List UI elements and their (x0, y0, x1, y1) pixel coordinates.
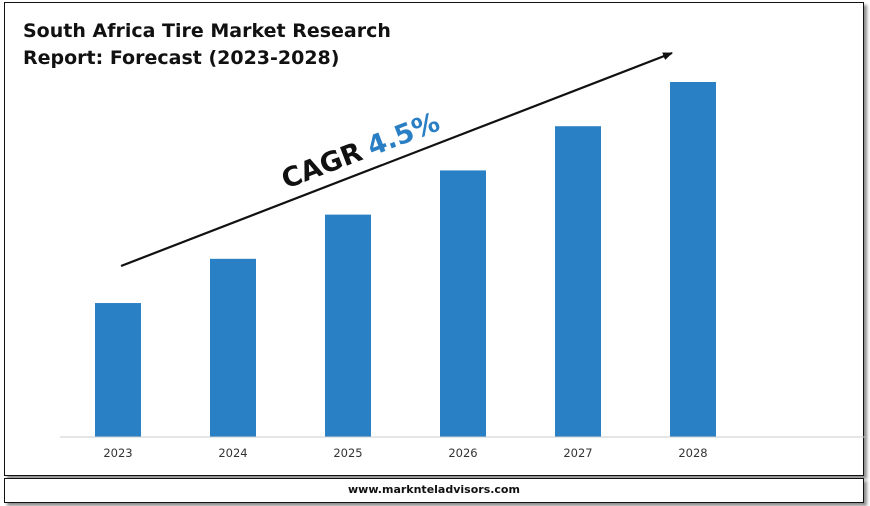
cagr-value: 4.5% (363, 107, 444, 163)
website-url: www.marknteladvisors.com (348, 483, 520, 496)
chart-title: South Africa Tire Market Research Report… (23, 20, 391, 69)
x-tick-2024: 2024 (218, 446, 247, 460)
x-tick-2028: 2028 (678, 446, 707, 460)
cagr-trend-arrow (120, 51, 673, 268)
bar-2023 (95, 303, 141, 437)
x-tick-2027: 2027 (563, 446, 592, 460)
chart-frame (4, 2, 864, 476)
x-tick-2026: 2026 (448, 446, 477, 460)
bars-group (95, 82, 716, 437)
bar-2024 (210, 258, 256, 437)
x-tick-2025: 2025 (333, 446, 362, 460)
bar-2027 (555, 126, 601, 437)
bar-2026 (440, 170, 486, 437)
bar-2025 (325, 214, 371, 437)
footer-bar: www.marknteladvisors.com (4, 478, 864, 503)
x-tick-2023: 2023 (103, 446, 132, 460)
bar-2028 (670, 82, 716, 437)
cagr-prefix: CAGR (277, 137, 366, 196)
x-tick-labels: 2023 2024 2025 2026 2027 2028 (103, 446, 707, 460)
